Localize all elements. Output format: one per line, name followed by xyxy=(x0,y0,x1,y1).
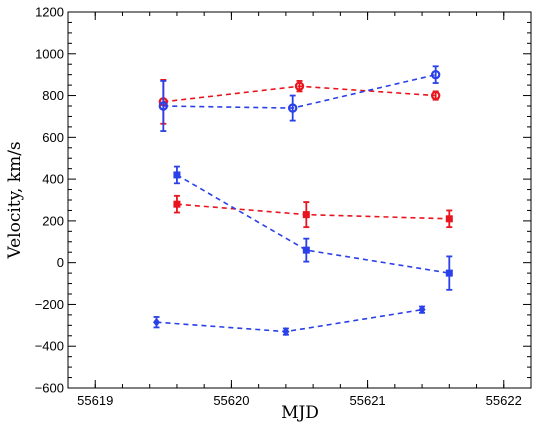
series-line xyxy=(156,308,423,333)
y-tick-label: −600 xyxy=(35,381,64,396)
data-point xyxy=(282,327,290,337)
data-point xyxy=(287,103,298,113)
data-point xyxy=(445,215,453,223)
series-2 xyxy=(158,65,441,132)
series-5 xyxy=(153,305,426,337)
plot-frame xyxy=(67,11,532,389)
axis-ticks xyxy=(67,11,532,389)
series-4 xyxy=(173,165,453,291)
series-layer xyxy=(153,65,453,337)
series-line xyxy=(176,174,450,274)
y-axis-title: Velocity, km/s xyxy=(5,141,25,259)
y-tick-label: 600 xyxy=(42,130,64,145)
data-point xyxy=(430,90,441,101)
x-tick-label: 55620 xyxy=(213,393,249,408)
y-tick-label: −200 xyxy=(35,297,64,312)
data-point xyxy=(302,211,310,219)
y-tick-label: −400 xyxy=(35,339,64,354)
y-tick-label: 200 xyxy=(42,213,64,228)
data-point xyxy=(173,171,181,179)
y-tick-label: 800 xyxy=(42,88,64,103)
x-tick-label: 55619 xyxy=(77,393,113,408)
series-line xyxy=(176,203,450,220)
x-tick-label: 55622 xyxy=(486,393,522,408)
data-point xyxy=(158,101,169,111)
data-point xyxy=(445,269,453,277)
x-axis-title: MJD xyxy=(281,403,319,423)
series-3 xyxy=(173,194,453,229)
series-1 xyxy=(158,78,441,125)
tick-labels: −600 −400 −200 0 200 400 600 800 1000 1200 55619 55… xyxy=(35,5,522,409)
data-point xyxy=(173,200,181,208)
data-point xyxy=(153,317,161,327)
data-point xyxy=(430,69,441,80)
data-point xyxy=(294,81,305,91)
y-tick-label: 1200 xyxy=(35,5,64,20)
data-point xyxy=(418,305,426,315)
y-tick-label: 0 xyxy=(57,255,64,270)
y-tick-label: 1000 xyxy=(35,46,64,61)
data-point xyxy=(302,246,310,254)
x-tick-label: 55621 xyxy=(350,393,386,408)
y-tick-label: 400 xyxy=(42,172,64,187)
